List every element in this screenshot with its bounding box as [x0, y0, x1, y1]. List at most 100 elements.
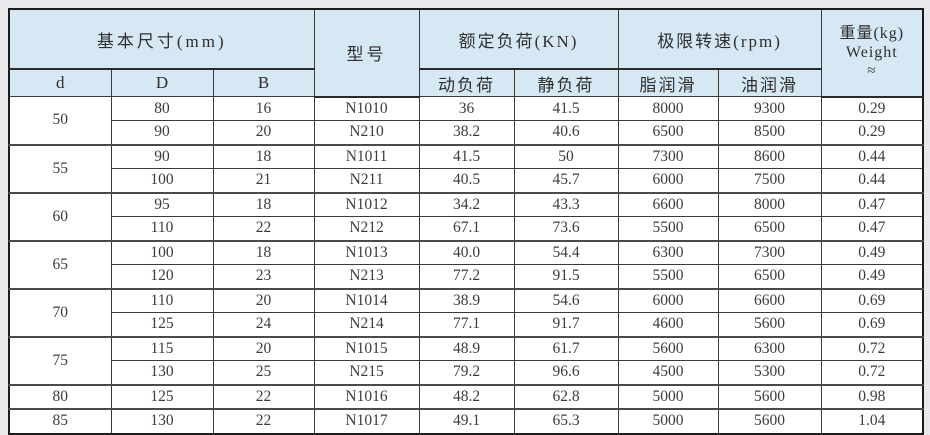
dynamic-load-cell: 77.1 [418, 312, 515, 337]
B-value-cell: 20 [212, 287, 315, 313]
D-value-cell: 90 [110, 120, 214, 145]
model-cell: N215 [313, 360, 420, 385]
D-value-cell: 110 [110, 287, 214, 313]
static-load-cell: 91.5 [513, 264, 619, 289]
weight-cell: 0.69 [820, 312, 924, 337]
D-value-cell: 125 [110, 383, 214, 410]
oil-speed-cell: 6500 [717, 216, 822, 241]
table-row: 75 115 20 N1015 48.9 61.7 5600 6300 0.72 [8, 335, 924, 385]
oil-speed-cell: 7500 [717, 168, 822, 193]
B-value-cell: 23 [212, 264, 315, 289]
static-load-cell: 50 [513, 143, 619, 169]
header-model: 型号 [313, 8, 420, 98]
header-rated-load: 额定负荷(KN) [418, 8, 619, 70]
D-value-cell: 90 [110, 143, 214, 169]
model-cell: N212 [313, 216, 420, 241]
B-value-cell: 20 [212, 335, 315, 361]
B-value-cell: 16 [212, 96, 315, 121]
dynamic-load-cell: 34.2 [418, 191, 515, 217]
model-cell: N1015 [313, 335, 420, 361]
grease-speed-cell: 7300 [617, 143, 719, 169]
header-col-B: B [212, 68, 315, 97]
model-cell: N211 [313, 168, 420, 193]
weight-cell: 0.44 [820, 168, 924, 193]
approx-symbol: ≈ [867, 63, 877, 80]
model-cell: N1013 [313, 239, 420, 265]
oil-speed-cell: 5300 [717, 360, 822, 385]
D-value-cell: 100 [110, 239, 214, 265]
dynamic-load-cell: 38.2 [418, 120, 515, 145]
B-value-cell: 18 [212, 191, 315, 217]
model-cell: N1014 [313, 287, 420, 313]
D-value-cell: 120 [110, 264, 214, 289]
grease-speed-cell: 6300 [617, 239, 719, 265]
model-cell: N1016 [313, 383, 420, 410]
dynamic-load-cell: 48.2 [418, 383, 515, 410]
d-value-cell: 75 [8, 335, 112, 385]
model-cell: N1010 [313, 96, 420, 121]
dynamic-load-cell: 67.1 [418, 216, 515, 241]
table-body: 50 80 16 N1010 36 41.5 8000 9300 0.29 90 20 N210 38.… [8, 96, 924, 434]
D-value-cell: 130 [110, 360, 214, 385]
dynamic-load-cell: 36 [418, 96, 515, 121]
B-value-cell: 20 [212, 120, 315, 145]
weight-cell: 0.29 [820, 120, 924, 145]
B-value-cell: 22 [212, 216, 315, 241]
table-row: 60 95 18 N1012 34.2 43.3 6600 8000 0.47 [8, 191, 924, 241]
table-row: 120 23 N213 77.2 91.5 5500 6500 0.49 [9, 264, 924, 289]
d-value-cell: 55 [8, 143, 112, 193]
header-col-d: d [8, 68, 112, 97]
B-value-cell: 24 [212, 312, 315, 337]
B-value-cell: 18 [212, 239, 315, 265]
model-cell: N214 [313, 312, 420, 337]
dynamic-load-cell: 48.9 [418, 335, 515, 361]
header-weight: 重量(kg) Weight ≈ [820, 8, 924, 98]
weight-cell: 0.49 [820, 264, 924, 289]
table-row: 130 25 N215 79.2 96.6 4500 5300 0.72 [9, 360, 924, 385]
weight-cell: 0.29 [820, 96, 924, 121]
oil-speed-cell: 5600 [717, 312, 822, 337]
header-row-top: 基本尺寸(mm) 型号 额定负荷(KN) 极限转速(rpm) 重量(kg) We… [8, 8, 924, 98]
oil-speed-cell: 9300 [717, 96, 822, 121]
model-cell: N210 [313, 120, 420, 145]
D-value-cell: 115 [110, 335, 214, 361]
oil-speed-cell: 8500 [717, 120, 822, 145]
grease-speed-cell: 6000 [617, 287, 719, 313]
static-load-cell: 54.6 [513, 287, 619, 313]
oil-speed-cell: 6500 [717, 264, 822, 289]
model-cell: N1012 [313, 191, 420, 217]
D-value-cell: 80 [110, 96, 214, 121]
weight-cell: 0.47 [820, 191, 924, 217]
static-load-cell: 73.6 [513, 216, 619, 241]
grease-speed-cell: 6600 [617, 191, 719, 217]
static-load-cell: 43.3 [513, 191, 619, 217]
table-row: 50 80 16 N1010 36 41.5 8000 9300 0.29 [8, 96, 924, 145]
weight-cell: 0.72 [820, 360, 924, 385]
header-grease-lubrication: 脂润滑 [617, 68, 719, 97]
table-row: 125 24 N214 77.1 91.7 4600 5600 0.69 [9, 312, 924, 337]
header-weight-en: Weight [845, 44, 898, 62]
static-load-cell: 45.7 [513, 168, 619, 193]
D-value-cell: 110 [110, 216, 214, 241]
d-value-cell: 50 [8, 96, 112, 145]
dynamic-load-cell: 40.0 [418, 239, 515, 265]
grease-speed-cell: 6500 [617, 120, 719, 145]
table-row: 65 100 18 N1013 40.0 54.4 6300 7300 0.49 [8, 239, 924, 289]
B-value-cell: 21 [212, 168, 315, 193]
dynamic-load-cell: 41.5 [418, 143, 515, 169]
dynamic-load-cell: 77.2 [418, 264, 515, 289]
static-load-cell: 96.6 [513, 360, 619, 385]
d-value-cell: 70 [8, 287, 112, 337]
static-load-cell: 41.5 [513, 96, 619, 121]
table-row: 85 130 22 N1017 49.1 65.3 5000 5600 1.04 [8, 408, 924, 434]
static-load-cell: 40.6 [513, 120, 619, 145]
model-cell: N213 [313, 264, 420, 289]
weight-cell: 0.72 [820, 335, 924, 361]
table-header: 基本尺寸(mm) 型号 额定负荷(KN) 极限转速(rpm) 重量(kg) We… [8, 8, 924, 98]
oil-speed-cell: 8600 [717, 143, 822, 169]
weight-cell: 0.69 [820, 287, 924, 313]
oil-speed-cell: 7300 [717, 239, 822, 265]
static-load-cell: 61.7 [513, 335, 619, 361]
oil-speed-cell: 8000 [717, 191, 822, 217]
